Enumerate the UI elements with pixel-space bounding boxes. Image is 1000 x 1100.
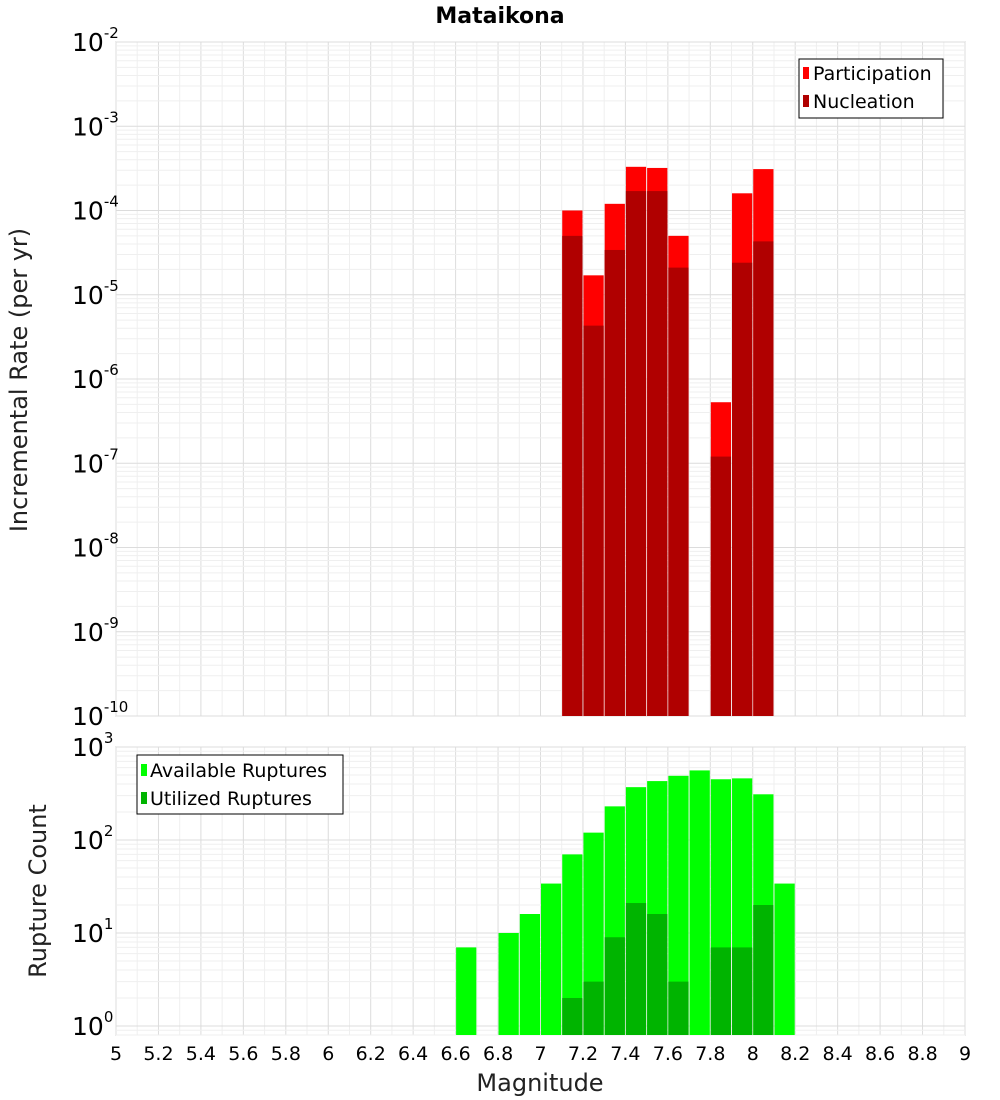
count-legend-box	[136, 754, 344, 815]
y-tick-label: 10-8	[72, 530, 119, 563]
bar-utilized-ruptures	[710, 947, 732, 1035]
bar-utilized-ruptures	[625, 903, 647, 1035]
bar-utilized-ruptures	[668, 981, 689, 1035]
bar-nucleation	[668, 267, 689, 716]
rate-y-tick-labels: 10-2 10-3 10-4 10-5 10-6 10-7 10-8 10-9 10-10	[72, 24, 128, 731]
bar-nucleation	[625, 191, 647, 717]
bar-utilized-ruptures	[604, 937, 625, 1035]
y-tick-label: 10-5	[72, 277, 119, 310]
bar-nucleation	[604, 249, 625, 716]
y-tick-label: 10-3	[72, 108, 119, 141]
bar-available-ruptures	[456, 947, 477, 1035]
rate-y-axis-label: Incremental Rate (per yr)	[5, 228, 33, 532]
count-y-tick-labels: 103 102 101 100	[72, 729, 113, 1041]
x-tick-label: 5.4	[186, 1043, 216, 1065]
bar-available-ruptures	[774, 883, 795, 1035]
x-tick-label: 8.8	[907, 1043, 937, 1065]
x-tick-label: 7.2	[568, 1043, 598, 1065]
count-bars	[456, 770, 795, 1035]
count-legend: Available Ruptures Utilized Ruptures	[136, 754, 344, 815]
bar-nucleation	[647, 191, 668, 717]
bar-available-ruptures	[541, 883, 562, 1035]
x-tick-label: 5.2	[143, 1043, 173, 1065]
y-tick-label: 10-7	[72, 445, 119, 478]
bar-utilized-ruptures	[753, 904, 774, 1035]
y-tick-label: 10-9	[72, 614, 119, 647]
x-tick-label: 7	[534, 1043, 546, 1065]
y-tick-label: 10-4	[72, 193, 119, 226]
rate-panel: 10-2 10-3 10-4 10-5 10-6 10-7 10-8 10-9 10-10 In…	[5, 24, 966, 731]
x-tick-label: 6.8	[483, 1043, 513, 1065]
bar-available-ruptures	[498, 932, 519, 1035]
y-tick-label: 102	[72, 822, 113, 855]
y-tick-label: 10-6	[72, 361, 119, 394]
bar-utilized-ruptures	[647, 914, 668, 1035]
x-tick-label: 7.4	[610, 1043, 640, 1065]
x-tick-label: 7.8	[695, 1043, 725, 1065]
x-tick-label: 5.8	[271, 1043, 301, 1065]
count-gridlines	[115, 746, 966, 1036]
bar-available-ruptures	[562, 854, 583, 1035]
x-tick-label: 8.6	[865, 1043, 895, 1065]
bar-utilized-ruptures	[562, 997, 583, 1035]
x-tick-label: 9	[959, 1043, 971, 1065]
bar-available-ruptures	[668, 775, 689, 1035]
x-tick-label: 8	[747, 1043, 759, 1065]
x-tick-labels: 5 5.2 5.4 5.6 5.8 6 6.2 6.4 6.6 6.8 7 7.2 7.4 7.6 7.8 8…	[110, 1043, 971, 1065]
y-tick-label: 103	[72, 729, 113, 762]
x-tick-label: 6	[322, 1043, 334, 1065]
bar-nucleation	[732, 262, 753, 716]
rate-bars	[562, 166, 774, 717]
y-tick-label: 100	[72, 1008, 113, 1041]
bar-available-ruptures	[689, 770, 710, 1035]
legend-label-nucleation: Nucleation	[813, 91, 915, 113]
bar-utilized-ruptures	[583, 981, 604, 1035]
bar-available-ruptures	[519, 914, 540, 1035]
chart-title: Mataikona	[435, 4, 564, 29]
rate-gridlines	[115, 41, 966, 717]
x-tick-label: 6.6	[440, 1043, 470, 1065]
legend-label-available: Available Ruptures	[150, 760, 327, 782]
y-tick-label: 10-10	[72, 698, 128, 731]
bar-nucleation	[583, 325, 604, 716]
legend-swatch-participation	[803, 67, 809, 79]
bar-nucleation	[710, 456, 732, 716]
bar-utilized-ruptures	[732, 947, 753, 1035]
x-tick-label: 5.6	[228, 1043, 258, 1065]
x-tick-label: 6.4	[398, 1043, 428, 1065]
x-tick-label: 5	[110, 1043, 122, 1065]
x-tick-label: 8.2	[780, 1043, 810, 1065]
y-tick-label: 10-2	[72, 24, 119, 57]
x-axis-label: Magnitude	[476, 1069, 603, 1097]
count-y-axis-label: Rupture Count	[24, 804, 52, 978]
x-tick-label: 8.4	[823, 1043, 853, 1065]
rate-legend: Participation Nucleation	[798, 58, 944, 119]
y-tick-label: 101	[72, 915, 113, 948]
bar-nucleation	[562, 235, 583, 717]
legend-swatch-nucleation	[803, 95, 809, 107]
rate-legend-box	[798, 58, 944, 119]
legend-label-utilized: Utilized Ruptures	[150, 788, 312, 810]
legend-swatch-available	[141, 764, 147, 776]
x-tick-label: 6.2	[356, 1043, 386, 1065]
bar-nucleation	[753, 241, 774, 716]
legend-swatch-utilized	[141, 792, 147, 804]
legend-label-participation: Participation	[813, 63, 932, 85]
x-tick-label: 7.6	[653, 1043, 683, 1065]
count-panel: 103 102 101 100 5 5.2 5.4 5.6 5.8 6 6.2 6.4 6.6 6.8 7…	[24, 729, 971, 1097]
